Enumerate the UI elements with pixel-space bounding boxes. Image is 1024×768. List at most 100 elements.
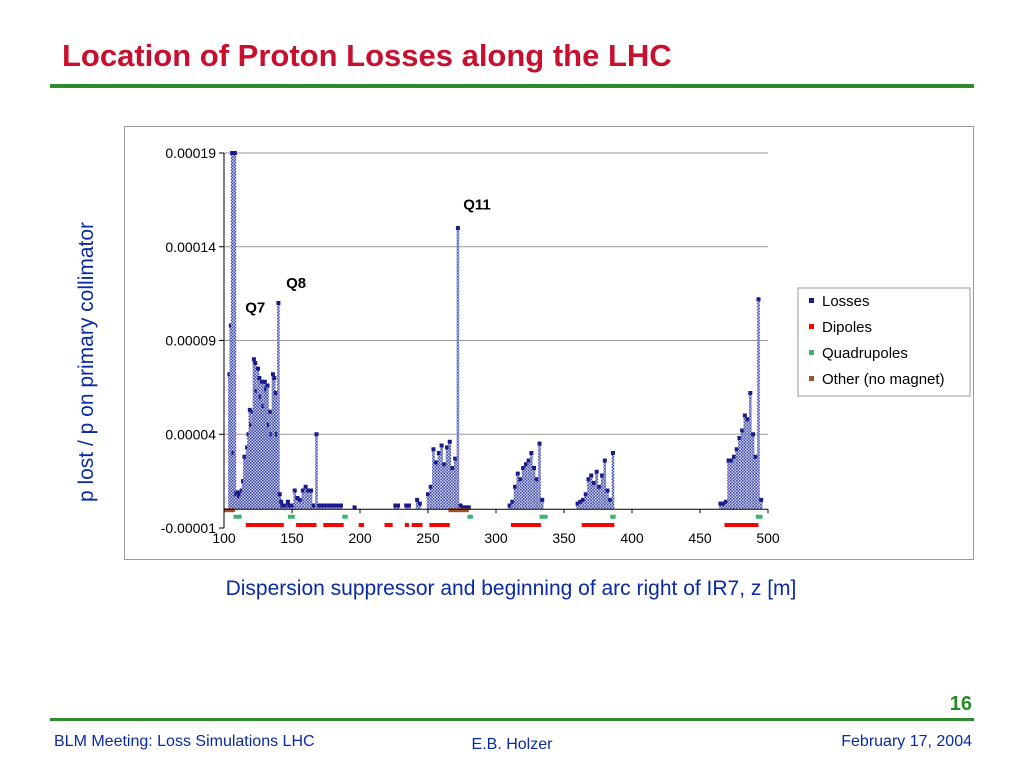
loss-bar — [274, 393, 277, 510]
loss-bar — [443, 464, 446, 510]
loss-point — [338, 503, 343, 508]
footer-author: E.B. Holzer — [471, 736, 553, 753]
legend-swatch — [809, 298, 814, 303]
loss-point — [578, 499, 583, 504]
loss-point — [311, 503, 316, 508]
loss-point — [261, 404, 266, 409]
loss-bar — [230, 153, 234, 510]
loss-point — [306, 488, 311, 493]
dipole-marker — [358, 523, 365, 527]
quadrupole-marker — [342, 514, 348, 519]
loss-point — [258, 394, 263, 399]
dipole-marker — [404, 523, 409, 527]
loss-bar — [532, 468, 536, 510]
loss-point — [515, 471, 520, 476]
legend-swatch — [809, 324, 814, 329]
loss-point — [464, 505, 469, 510]
legend-swatch — [809, 376, 814, 381]
loss-point — [417, 501, 422, 506]
y-tick-label: 0.00019 — [165, 145, 216, 161]
loss-point — [250, 409, 255, 414]
loss-bar — [315, 434, 318, 510]
x-tick-label: 350 — [552, 530, 576, 546]
loss-point — [275, 432, 280, 437]
loss-bar — [429, 486, 433, 510]
title-underline — [50, 84, 974, 88]
footer-rule — [50, 718, 974, 721]
loss-point — [230, 151, 235, 155]
loss-bar — [721, 503, 725, 510]
loss-point — [434, 460, 439, 465]
loss-point — [439, 443, 444, 448]
loss-point — [436, 451, 441, 455]
loss-point — [246, 432, 251, 437]
loss-point — [461, 505, 466, 510]
dipole-marker — [581, 523, 615, 527]
loss-bar — [245, 447, 249, 510]
loss-bar — [757, 299, 760, 510]
loss-point — [300, 488, 305, 493]
loss-point — [352, 505, 357, 510]
dipole-marker — [245, 523, 284, 527]
loss-point — [238, 492, 243, 497]
loss-bar — [258, 378, 261, 510]
loss-point — [243, 454, 248, 459]
loss-point — [285, 499, 290, 504]
loss-bar — [579, 501, 582, 510]
loss-bar — [298, 499, 302, 510]
loss-bar — [587, 479, 590, 510]
loss-bar — [735, 449, 739, 510]
loss-point — [241, 479, 246, 484]
other-marker — [448, 508, 469, 513]
loss-bar — [521, 468, 525, 510]
legend-box — [797, 287, 971, 397]
loss-point — [589, 473, 594, 478]
page-number: 16 — [949, 693, 972, 715]
loss-point — [737, 436, 742, 440]
loss-bar — [233, 153, 237, 510]
legend-label: Quadrupoles — [822, 345, 908, 362]
y-tick-label: 0.00004 — [165, 426, 216, 442]
loss-bar — [751, 434, 755, 510]
x-tick-label: 500 — [756, 530, 780, 546]
loss-point — [319, 503, 324, 508]
loss-bar — [262, 406, 265, 510]
loss-bar — [243, 456, 246, 510]
loss-point — [279, 499, 284, 504]
loss-bar — [296, 498, 299, 510]
loss-bar — [540, 499, 544, 510]
slide-title: Location of Proton Losses along the LHC — [62, 38, 672, 73]
loss-point — [247, 407, 252, 412]
loss-bar — [256, 368, 260, 510]
loss-point — [260, 379, 265, 384]
loss-bar — [251, 411, 254, 510]
loss-point — [266, 422, 271, 427]
footer-date: February 17, 2004 — [841, 733, 972, 750]
loss-bar — [448, 441, 452, 510]
loss-point — [270, 372, 275, 377]
loss-point — [228, 323, 233, 328]
loss-bar — [611, 453, 615, 510]
loss-bar — [719, 503, 722, 510]
loss-bar — [267, 424, 271, 510]
loss-point — [732, 454, 736, 459]
loss-point — [322, 503, 327, 508]
loss-bar — [249, 424, 253, 510]
dipole-marker — [724, 523, 759, 527]
loss-point — [295, 496, 300, 500]
loss-bar — [301, 490, 305, 510]
loss-bar — [600, 475, 604, 510]
loss-point — [605, 488, 610, 493]
loss-point — [290, 503, 294, 508]
loss-bar — [754, 456, 758, 510]
loss-point — [575, 501, 580, 506]
loss-bar — [456, 228, 460, 510]
loss-point — [264, 387, 269, 392]
quadrupole-marker — [467, 514, 473, 519]
loss-bar — [304, 486, 307, 510]
loss-bar — [244, 456, 248, 510]
loss-bar — [530, 453, 533, 510]
loss-bar — [511, 501, 514, 510]
loss-point — [753, 454, 758, 459]
loss-point — [748, 391, 753, 395]
